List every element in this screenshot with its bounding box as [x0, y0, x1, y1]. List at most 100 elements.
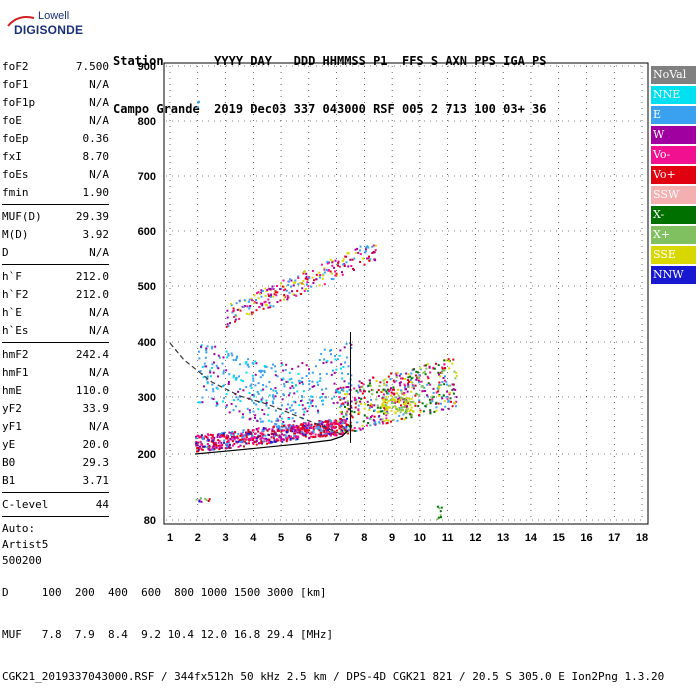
echo-point [261, 435, 264, 438]
param-name: yF2 [2, 402, 22, 415]
echo-point [394, 406, 397, 409]
legend-item: Vo+ [651, 166, 696, 184]
echo-point [277, 439, 280, 442]
separator [2, 204, 109, 205]
echo-point [232, 409, 235, 412]
echo-point [218, 445, 221, 448]
param-row: h`Es N/A [2, 322, 109, 340]
echo-point [331, 432, 334, 435]
echo-point [262, 428, 265, 431]
echo-point [394, 412, 397, 415]
echo-point [305, 275, 308, 278]
param-name: yF1 [2, 420, 22, 433]
echo-point [299, 400, 302, 402]
param-row: yF2 33.9 [2, 400, 109, 418]
echo-point [225, 325, 228, 328]
echo-point [418, 381, 421, 384]
echo-point [406, 400, 409, 403]
echo-point [197, 350, 200, 353]
echo-point [331, 264, 334, 267]
echo-point [373, 423, 376, 425]
echo-point [324, 420, 327, 423]
echo-point [398, 382, 401, 385]
param-row: B0 29.3 [2, 454, 109, 472]
echo-point [206, 433, 209, 436]
echo-point [387, 375, 390, 378]
echo-point [370, 406, 373, 408]
echo-point [343, 265, 346, 267]
echo-point [239, 434, 242, 437]
echo-point [228, 446, 231, 449]
echo-point [196, 444, 199, 447]
echo-point [287, 284, 290, 286]
echo-point [308, 398, 311, 401]
echo-point [327, 424, 330, 426]
echo-point [275, 409, 277, 412]
echo-point [336, 429, 338, 432]
echo-point [205, 351, 208, 354]
echo-point [209, 433, 212, 436]
echo-point [272, 434, 275, 437]
echo-point [298, 382, 301, 385]
echo-point [248, 298, 251, 301]
echo-point [437, 385, 440, 387]
echo-point [213, 361, 215, 364]
echo-point [202, 445, 205, 448]
echo-point [275, 420, 278, 422]
echo-point [346, 431, 349, 434]
echo-point [304, 430, 307, 433]
echo-point [407, 379, 409, 382]
echo-point [230, 433, 233, 436]
echo-point [370, 398, 372, 401]
echo-point [212, 438, 215, 441]
echo-point [212, 448, 215, 451]
echo-point [345, 424, 348, 426]
echo-point [222, 432, 225, 435]
header-labels: Station YYYY DAY DDD HHMMSS P1 FFS S AXN… [113, 54, 547, 68]
param-name: fxI [2, 150, 22, 163]
echo-point [199, 446, 202, 449]
echo-point [408, 380, 410, 383]
echo-point [348, 408, 351, 410]
echo-point [285, 435, 288, 438]
x-tick-label: 15 [553, 532, 565, 544]
echo-point [381, 410, 384, 413]
param-value: 29.3 [82, 456, 110, 469]
station-header: Station YYYY DAY DDD HHMMSS P1 FFS S AXN… [113, 21, 546, 133]
echo-point [226, 437, 229, 440]
echo-point [220, 447, 223, 449]
echo-point [227, 325, 230, 328]
param-value: 242.4 [75, 348, 109, 361]
echo-point [196, 447, 199, 450]
echo-point [276, 434, 279, 437]
echo-point [228, 411, 231, 414]
echo-point [288, 378, 291, 381]
echo-point [363, 390, 365, 393]
echo-point [419, 410, 422, 413]
echo-point [305, 430, 308, 433]
legend-item: W [651, 126, 696, 144]
echo-point [210, 437, 213, 440]
echo-point [393, 381, 396, 384]
echo-point [293, 435, 296, 437]
echo-point [226, 434, 229, 437]
echo-point [211, 448, 214, 451]
echo-point [311, 270, 314, 272]
echo-point [404, 385, 407, 388]
param-row: yF1 N/A [2, 418, 109, 436]
echo-point [346, 400, 349, 403]
echo-point [402, 406, 405, 409]
param-name: foEp [2, 132, 29, 145]
echo-point [314, 435, 317, 438]
echo-point [330, 422, 333, 425]
echo-point [326, 262, 329, 265]
echo-point [326, 432, 329, 435]
echo-point [262, 307, 265, 310]
param-value: 7.500 [75, 60, 109, 73]
echo-point [281, 440, 284, 443]
echo-point [392, 379, 395, 382]
y-tick-label: 500 [138, 281, 156, 293]
echo-point [377, 389, 380, 392]
echo-point [243, 305, 246, 307]
echo-point [330, 353, 332, 356]
